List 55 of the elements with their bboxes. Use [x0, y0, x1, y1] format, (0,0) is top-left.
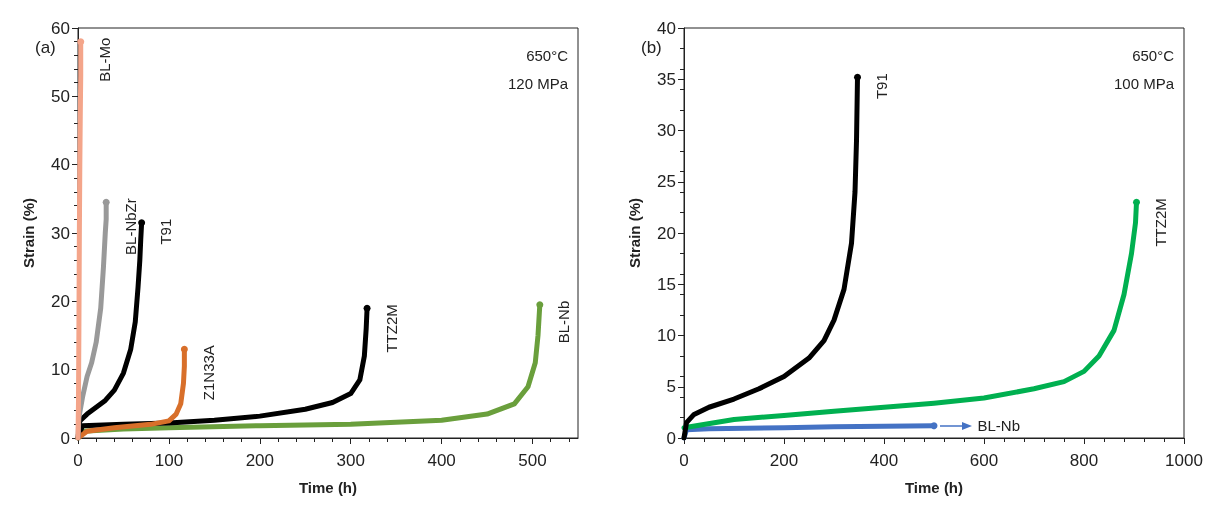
x-tick-label: 0	[73, 451, 83, 470]
y-tick-label: 40	[657, 18, 676, 38]
y-axis-title: Strain (%)	[20, 197, 37, 269]
y-axis-title: Strain (%)	[626, 197, 643, 269]
text: BL-NbZr	[121, 198, 139, 255]
point	[102, 198, 110, 206]
x-tick-label: 200	[769, 451, 799, 470]
x-tick-label: 300	[336, 451, 365, 470]
y-tick-label: 35	[657, 69, 676, 89]
annotation: 100 MPa	[1113, 75, 1175, 92]
text: (a)	[35, 38, 56, 57]
x-tick-label: 500	[518, 451, 547, 470]
text: (b)	[641, 38, 662, 57]
annotation: 650°C	[1132, 47, 1175, 64]
legend-label: BL-Nb	[977, 417, 1021, 435]
point	[930, 422, 938, 430]
point	[77, 38, 85, 46]
x-tick-label: 0	[679, 451, 689, 470]
y-tick-label: 25	[657, 172, 676, 192]
annotation: 650°C	[526, 47, 569, 64]
x-tick-label: 100	[154, 451, 184, 470]
x-axis-title: Time (h)	[298, 479, 358, 496]
y-tick-label: 10	[657, 326, 676, 345]
text: T91	[873, 73, 890, 100]
point	[180, 345, 188, 353]
y-tick-label: 40	[51, 155, 70, 175]
x-tick-label: 1000	[1165, 451, 1203, 470]
x-tick-label: 400	[869, 451, 899, 470]
text: BL-Nb	[555, 300, 573, 344]
y-tick-label: 20	[657, 223, 676, 243]
point	[1133, 198, 1140, 206]
text: TTZ2M	[1152, 198, 1169, 247]
y-tick-label: 15	[657, 274, 676, 294]
x-tick-label: 400	[427, 451, 456, 470]
y-tick-label: 10	[51, 360, 70, 380]
point	[854, 73, 861, 81]
point	[536, 301, 544, 309]
text: Z1N33A	[199, 345, 217, 401]
y-tick-label: 30	[657, 121, 676, 140]
x-tick-label: 800	[1069, 451, 1099, 470]
y-tick-label: 0	[666, 428, 676, 448]
y-tick-label: 0	[60, 428, 70, 448]
point	[363, 304, 371, 312]
annotation: 120 MPa	[507, 75, 569, 92]
x-tick-label: 200	[245, 451, 275, 470]
y-tick-label: 50	[51, 86, 70, 106]
text: TTZ2M	[382, 304, 400, 353]
y-tick-label: 30	[51, 223, 70, 243]
x-axis-title: Time (h)	[904, 479, 964, 496]
x-tick-label: 600	[969, 451, 999, 470]
text: BL-Mo	[96, 37, 114, 82]
text: T91	[157, 218, 175, 245]
y-tick-label: 20	[51, 291, 70, 311]
y-tick-label: 60	[51, 18, 70, 38]
y-tick-label: 5	[666, 377, 676, 397]
